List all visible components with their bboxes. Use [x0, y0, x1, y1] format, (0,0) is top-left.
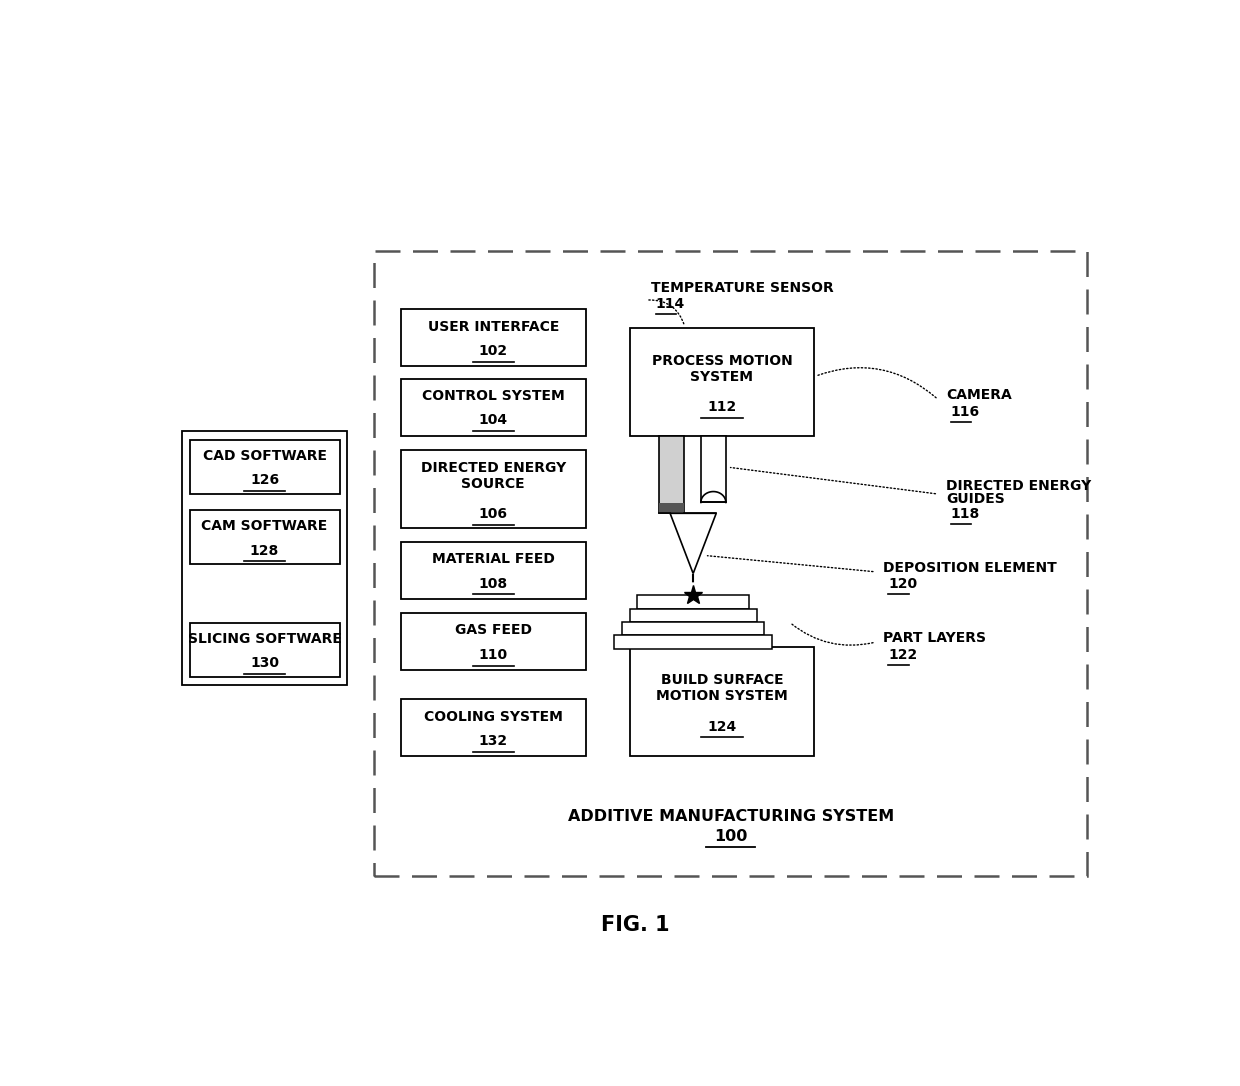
Text: SLICING SOFTWARE: SLICING SOFTWARE: [187, 632, 341, 646]
FancyBboxPatch shape: [401, 379, 585, 435]
Text: TEMPERATURE SENSOR: TEMPERATURE SENSOR: [651, 280, 833, 294]
FancyBboxPatch shape: [658, 503, 683, 514]
Text: GAS FEED: GAS FEED: [455, 623, 532, 637]
Text: DIRECTED ENERGY
SOURCE: DIRECTED ENERGY SOURCE: [420, 460, 565, 491]
FancyBboxPatch shape: [630, 328, 815, 437]
Text: 108: 108: [479, 577, 508, 591]
Text: 104: 104: [479, 414, 508, 428]
FancyBboxPatch shape: [630, 608, 756, 622]
FancyBboxPatch shape: [701, 437, 725, 503]
FancyBboxPatch shape: [401, 542, 585, 598]
Text: 112: 112: [707, 400, 737, 414]
FancyBboxPatch shape: [614, 635, 773, 648]
Text: DEPOSITION ELEMENT: DEPOSITION ELEMENT: [883, 560, 1058, 574]
Text: 100: 100: [714, 829, 748, 844]
Text: PART LAYERS: PART LAYERS: [883, 631, 987, 645]
FancyBboxPatch shape: [401, 450, 585, 529]
Text: USER INTERFACE: USER INTERFACE: [428, 320, 559, 333]
Text: 114: 114: [656, 298, 684, 312]
FancyBboxPatch shape: [401, 613, 585, 670]
FancyBboxPatch shape: [622, 622, 764, 635]
Text: CAM SOFTWARE: CAM SOFTWARE: [201, 519, 327, 533]
Text: FIG. 1: FIG. 1: [601, 914, 670, 935]
Text: COOLING SYSTEM: COOLING SYSTEM: [424, 709, 563, 723]
FancyBboxPatch shape: [190, 510, 340, 565]
Text: CAD SOFTWARE: CAD SOFTWARE: [202, 449, 326, 463]
FancyBboxPatch shape: [190, 623, 340, 678]
FancyBboxPatch shape: [658, 437, 683, 514]
Text: 130: 130: [250, 656, 279, 670]
Text: GUIDES: GUIDES: [946, 492, 1004, 506]
Text: 124: 124: [707, 720, 737, 733]
FancyBboxPatch shape: [190, 440, 340, 494]
Text: PROCESS MOTION
SYSTEM: PROCESS MOTION SYSTEM: [651, 354, 792, 383]
Text: DIRECTED ENERGY: DIRECTED ENERGY: [946, 479, 1091, 493]
Text: CONTROL SYSTEM: CONTROL SYSTEM: [422, 389, 564, 403]
FancyBboxPatch shape: [630, 647, 815, 756]
Text: 128: 128: [250, 543, 279, 557]
Text: 116: 116: [951, 405, 980, 419]
FancyBboxPatch shape: [401, 699, 585, 756]
FancyBboxPatch shape: [637, 595, 749, 608]
Text: 126: 126: [250, 473, 279, 488]
Text: CAMERA: CAMERA: [946, 389, 1012, 403]
Text: 106: 106: [479, 507, 507, 521]
FancyBboxPatch shape: [401, 310, 585, 366]
Text: 118: 118: [951, 507, 980, 521]
Text: 110: 110: [479, 647, 508, 661]
Text: 122: 122: [888, 647, 918, 661]
Text: MATERIAL FEED: MATERIAL FEED: [432, 553, 554, 566]
Text: 132: 132: [479, 734, 508, 748]
Text: 120: 120: [888, 578, 918, 592]
Polygon shape: [670, 514, 717, 573]
Text: 102: 102: [479, 344, 508, 358]
Text: ADDITIVE MANUFACTURING SYSTEM: ADDITIVE MANUFACTURING SYSTEM: [568, 808, 894, 823]
Text: BUILD SURFACE
MOTION SYSTEM: BUILD SURFACE MOTION SYSTEM: [656, 673, 787, 703]
